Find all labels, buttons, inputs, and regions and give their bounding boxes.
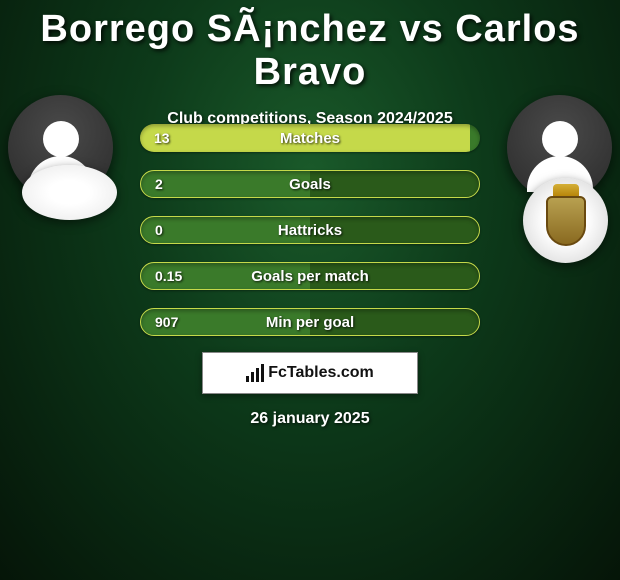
stat-value-left: 0	[155, 222, 163, 238]
club-right-shield	[546, 196, 586, 246]
stat-row-hattricks: 0 Hattricks	[140, 216, 480, 244]
stat-value-left: 0.15	[155, 268, 182, 284]
stat-label: Min per goal	[266, 314, 354, 331]
stat-value-left: 907	[155, 314, 178, 330]
stat-value-left: 13	[154, 130, 170, 146]
club-right-crown	[553, 184, 579, 196]
stat-row-min-per-goal: 907 Min per goal	[140, 308, 480, 336]
stat-row-matches: 13 Matches	[140, 124, 480, 152]
stat-label: Matches	[280, 130, 340, 147]
stat-row-goals: 2 Goals	[140, 170, 480, 198]
footer-date: 26 january 2025	[250, 410, 369, 428]
stat-label: Goals	[289, 176, 331, 193]
stat-row-goals-per-match: 0.15 Goals per match	[140, 262, 480, 290]
footer-brand-text: FcTables.com	[268, 364, 374, 382]
bars-icon	[246, 364, 264, 382]
stat-label: Goals per match	[251, 268, 369, 285]
footer-logo: FcTables.com	[246, 364, 374, 382]
club-right-badge	[523, 178, 608, 263]
stat-value-left: 2	[155, 176, 163, 192]
page-title: Borrego SÃ¡nchez vs Carlos Bravo	[0, 0, 620, 94]
club-left-badge	[22, 165, 117, 220]
stat-label: Hattricks	[278, 222, 342, 239]
footer-brand-box[interactable]: FcTables.com	[202, 352, 418, 394]
stats-container: 13 Matches 2 Goals 0 Hattricks 0.15 Goal…	[140, 124, 480, 354]
